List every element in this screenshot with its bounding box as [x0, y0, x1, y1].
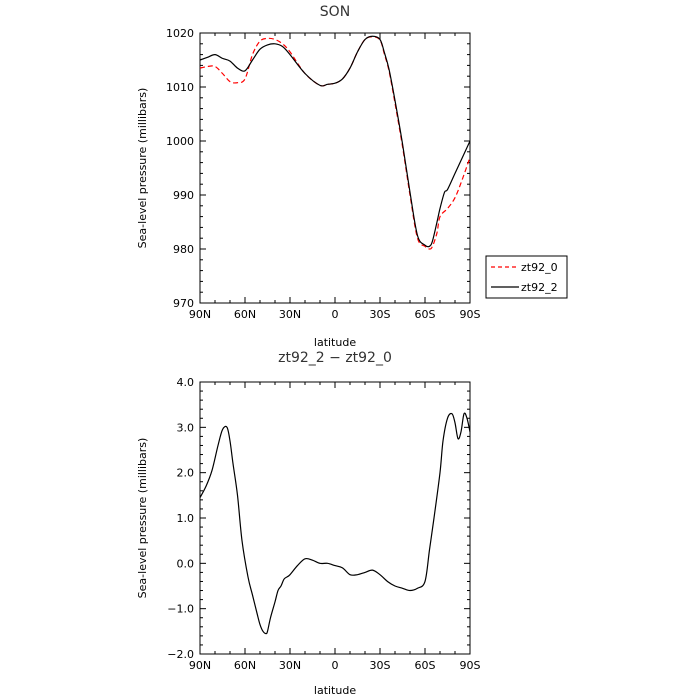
bottom-x-tick-label: 30N: [279, 659, 301, 672]
bottom-x-axis-label: latitude: [314, 684, 356, 697]
bottom-y-tick-label: 4.0: [177, 376, 195, 389]
top-y-tick-label: 990: [173, 189, 194, 202]
bottom-y-tick-label: 2.0: [177, 467, 195, 480]
top-x-tick-label: 0: [332, 308, 339, 321]
top-y-tick-label: 1000: [166, 135, 194, 148]
legend-box: [485, 255, 568, 299]
top-y-tick-label: 970: [173, 297, 194, 310]
bottom-y-tick-label: 3.0: [177, 421, 195, 434]
top-chart-title: SON: [320, 4, 350, 20]
top-series-line-zt92-2: [199, 35, 471, 248]
bottom-y-tick-label: 0.0: [177, 557, 195, 570]
top-x-tick-label: 30N: [279, 308, 301, 321]
top-x-tick-label: 60N: [234, 308, 256, 321]
top-series-line-zt92-0: [199, 36, 471, 250]
bottom-chart: zt92_2 − zt92_0 90N 60N 30N 0 30S 60S 90S −2.0 −…: [136, 350, 481, 697]
top-y-axis-label: Sea-level pressure (millibars): [136, 88, 149, 249]
top-x-tick-label: 60S: [415, 308, 436, 321]
top-plot-frame: [199, 32, 471, 304]
legend-label-zt92-0: zt92_0: [521, 261, 558, 274]
top-x-tick-label: 90N: [189, 308, 211, 321]
bottom-y-axis-label: Sea-level pressure (millibars): [136, 438, 149, 599]
top-chart: SON 90N 60N 30N 0 30S 60S 90S 970 980 990 1000 1010…: [136, 4, 568, 349]
bottom-x-tick-label: 60N: [234, 659, 256, 672]
legend-label-zt92-2: zt92_2: [521, 281, 558, 294]
legend: zt92_0 zt92_2: [485, 255, 568, 299]
bottom-y-tick-label: −2.0: [167, 648, 194, 661]
bottom-x-tick-label: 0: [332, 659, 339, 672]
bottom-x-tick-label: 90N: [189, 659, 211, 672]
bottom-x-tick-label: 90S: [460, 659, 481, 672]
bottom-series-line-difference: [199, 412, 471, 635]
bottom-y-tick-label: −1.0: [167, 603, 194, 616]
bottom-x-tick-label: 30S: [370, 659, 391, 672]
top-x-axis-label: latitude: [314, 336, 356, 349]
bottom-chart-title: zt92_2 − zt92_0: [278, 350, 392, 366]
top-y-tick-label: 980: [173, 243, 194, 256]
top-y-tick-label: 1020: [166, 27, 194, 40]
bottom-x-tick-label: 60S: [415, 659, 436, 672]
top-x-tick-label: 90S: [460, 308, 481, 321]
top-x-tick-label: 30S: [370, 308, 391, 321]
bottom-y-tick-label: 1.0: [177, 512, 195, 525]
bottom-plot-frame: [199, 381, 471, 655]
top-y-tick-label: 1010: [166, 81, 194, 94]
